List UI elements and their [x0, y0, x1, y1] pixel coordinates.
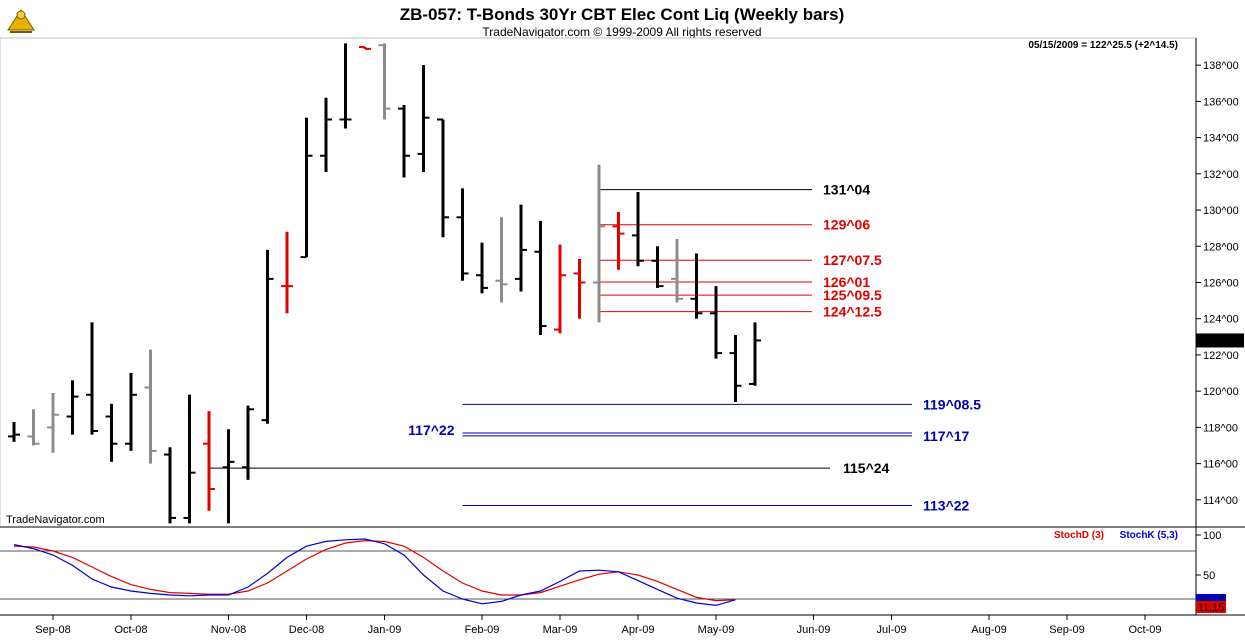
level-label: 126^01	[823, 274, 870, 290]
y-tick-label: 138^00	[1203, 60, 1239, 72]
level-label: 113^22	[923, 497, 970, 513]
y-tick-label: 124^00	[1203, 314, 1239, 326]
level-label: 115^24	[843, 460, 890, 476]
stoch-y-tick-label: 50	[1203, 570, 1215, 582]
x-tick-label: Oct-09	[1128, 624, 1161, 636]
watermark: TradeNavigator.com	[6, 514, 105, 526]
y-tick-label: 132^00	[1203, 169, 1239, 181]
x-tick-label: Mar-09	[543, 624, 578, 636]
y-tick-label: 128^00	[1203, 241, 1239, 253]
last-price-tag: 122^25.5	[1196, 333, 1244, 348]
level-label: 119^08.5	[923, 396, 981, 412]
y-tick-label: 126^00	[1203, 278, 1239, 290]
stoch-series-line	[13, 538, 736, 607]
x-tick-label: Sep-08	[35, 624, 70, 636]
stoch-y-tick-label: 100	[1203, 530, 1221, 542]
levels-layer: 131^04 129^06 127^07.5 126^01125^09.5124^12…	[209, 182, 981, 513]
x-tick-label: Feb-09	[465, 624, 500, 636]
y-tick-label: 114^00	[1203, 495, 1238, 507]
x-tick-label: Oct-08	[114, 624, 147, 636]
x-tick-label: Jul-09	[877, 624, 907, 636]
x-tick-label: Apr-09	[621, 624, 654, 636]
level-label: 125^09.5	[823, 287, 882, 303]
level-label: 129^06	[823, 217, 870, 233]
x-tick-label: Aug-09	[971, 624, 1006, 636]
x-axis: Sep-08 Oct-08 Nov-08 Dec-08 Jan-09 Feb-09 Mar-…	[35, 615, 1162, 636]
stoch-last-value: 11.15	[1198, 602, 1225, 614]
sextant-icon	[4, 4, 38, 34]
stochastic-panel: 5010019.1911.15	[0, 530, 1226, 614]
price-y-axis: 114^00 116^00 118^00 120^00 122^00 124^00 126^…	[1196, 60, 1239, 507]
x-tick-label: May-09	[698, 624, 735, 636]
x-tick-label: Nov-08	[211, 624, 246, 636]
y-tick-label: 118^00	[1203, 422, 1238, 434]
y-tick-label: 122^00	[1203, 350, 1239, 362]
y-tick-label: 116^00	[1203, 459, 1238, 471]
last-quote: 05/15/2009 = 122^25.5 (+2^14.5)	[1028, 40, 1178, 51]
y-tick-label: 120^00	[1203, 386, 1239, 398]
y-tick-label: 134^00	[1203, 133, 1239, 145]
copyright-line: TradeNavigator.com © 1999-2009 All right…	[482, 25, 761, 39]
bars-layer	[8, 43, 761, 524]
level-label: 117^17	[923, 428, 970, 444]
x-tick-label: Jan-09	[368, 624, 402, 636]
x-tick-label: Sep-09	[1049, 624, 1084, 636]
level-label: 117^22	[408, 422, 455, 438]
x-tick-label: Jun-09	[797, 624, 831, 636]
level-label: 131^04	[823, 182, 870, 198]
y-tick-label: 130^00	[1203, 205, 1239, 217]
chart-title: ZB-057: T-Bonds 30Yr CBT Elec Cont Liq (…	[400, 5, 845, 24]
last-price-box	[1196, 333, 1244, 348]
stoch-last-value-box	[1196, 601, 1226, 613]
legend-stochk: StochK (5,3)	[1120, 530, 1178, 541]
legend-stochd: StochD (3)	[1054, 530, 1104, 541]
level-label: 127^07.5	[823, 252, 882, 268]
y-tick-label: 136^00	[1203, 96, 1239, 108]
level-label: 124^12.5	[823, 304, 882, 320]
last-price-text: 122^25.5	[1198, 335, 1243, 347]
x-tick-label: Dec-08	[289, 624, 324, 636]
